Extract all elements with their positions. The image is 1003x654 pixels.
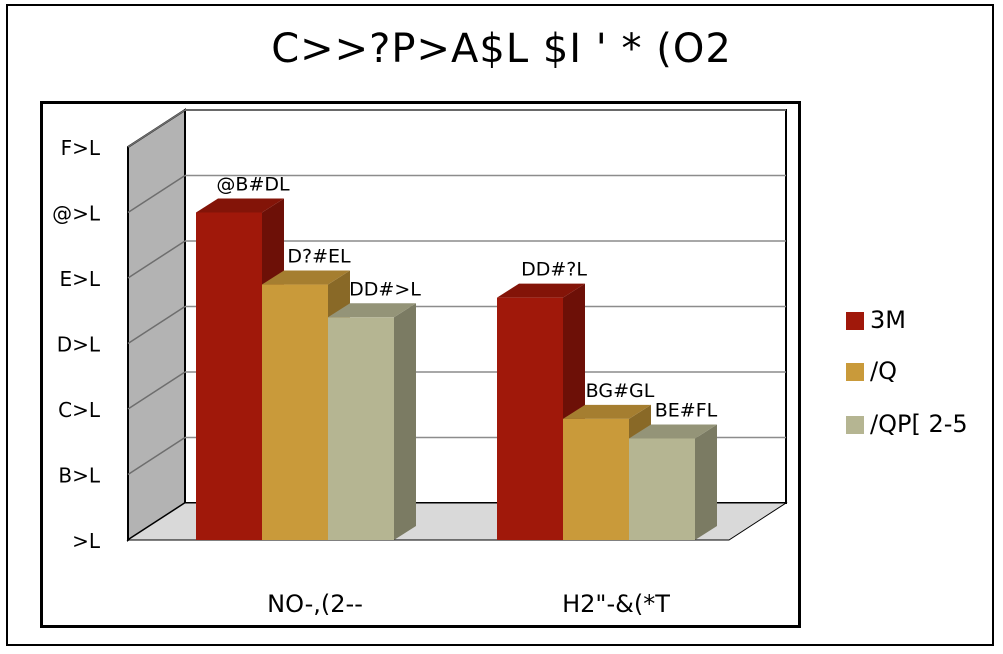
gridline-side [127,436,186,476]
y-tick-label: @>L [52,202,101,226]
bar [497,297,563,540]
bar-top [262,270,350,285]
bar [328,317,394,540]
legend-item-series-3: /QP[ 2-5 [846,410,968,438]
data-label: @B#DL [216,174,290,196]
x-tick-label: NO-,(2-- [267,590,363,618]
bar-top [629,424,717,439]
bar-side [695,424,717,540]
data-label: BE#FL [655,399,718,421]
gridline-side [127,305,186,345]
bar-side [394,303,416,540]
bar [629,438,695,540]
legend-swatch [846,416,864,434]
gridline-side [127,240,186,279]
data-label: DD#?L [521,259,587,281]
legend-label: 3M [870,306,906,334]
bar [196,212,262,540]
gridline-side [127,371,186,410]
gridline-side [127,174,186,214]
y-tick-label: D>L [57,333,101,357]
bar-top [196,198,284,213]
bar-top [328,303,416,318]
data-label: BG#GL [586,380,655,402]
data-label: D?#EL [287,246,351,268]
legend-label: /Q [870,357,897,385]
y-tick-label: B>L [58,464,100,488]
legend-item-series-1: 3M [846,306,906,334]
bar [563,418,629,540]
y-tick-label: E>L [59,267,100,291]
chart-title: C>>?P>A$L $I ' * (O2 [271,26,732,72]
bar-top [563,404,651,419]
legend-swatch [846,363,864,381]
y-tick-label: >L [72,529,101,553]
x-tick-label: H2"-&(*T [562,590,670,618]
data-label: DD#>L [349,278,421,300]
y-tick-label: C>L [58,398,101,422]
legend-label: /QP[ 2-5 [870,410,968,438]
legend-swatch [846,312,864,330]
bar [262,284,328,540]
y-tick-label: F>L [61,136,101,160]
legend-item-series-2: /Q [846,357,897,385]
gridline-side [127,109,186,148]
bar-top [497,283,585,298]
